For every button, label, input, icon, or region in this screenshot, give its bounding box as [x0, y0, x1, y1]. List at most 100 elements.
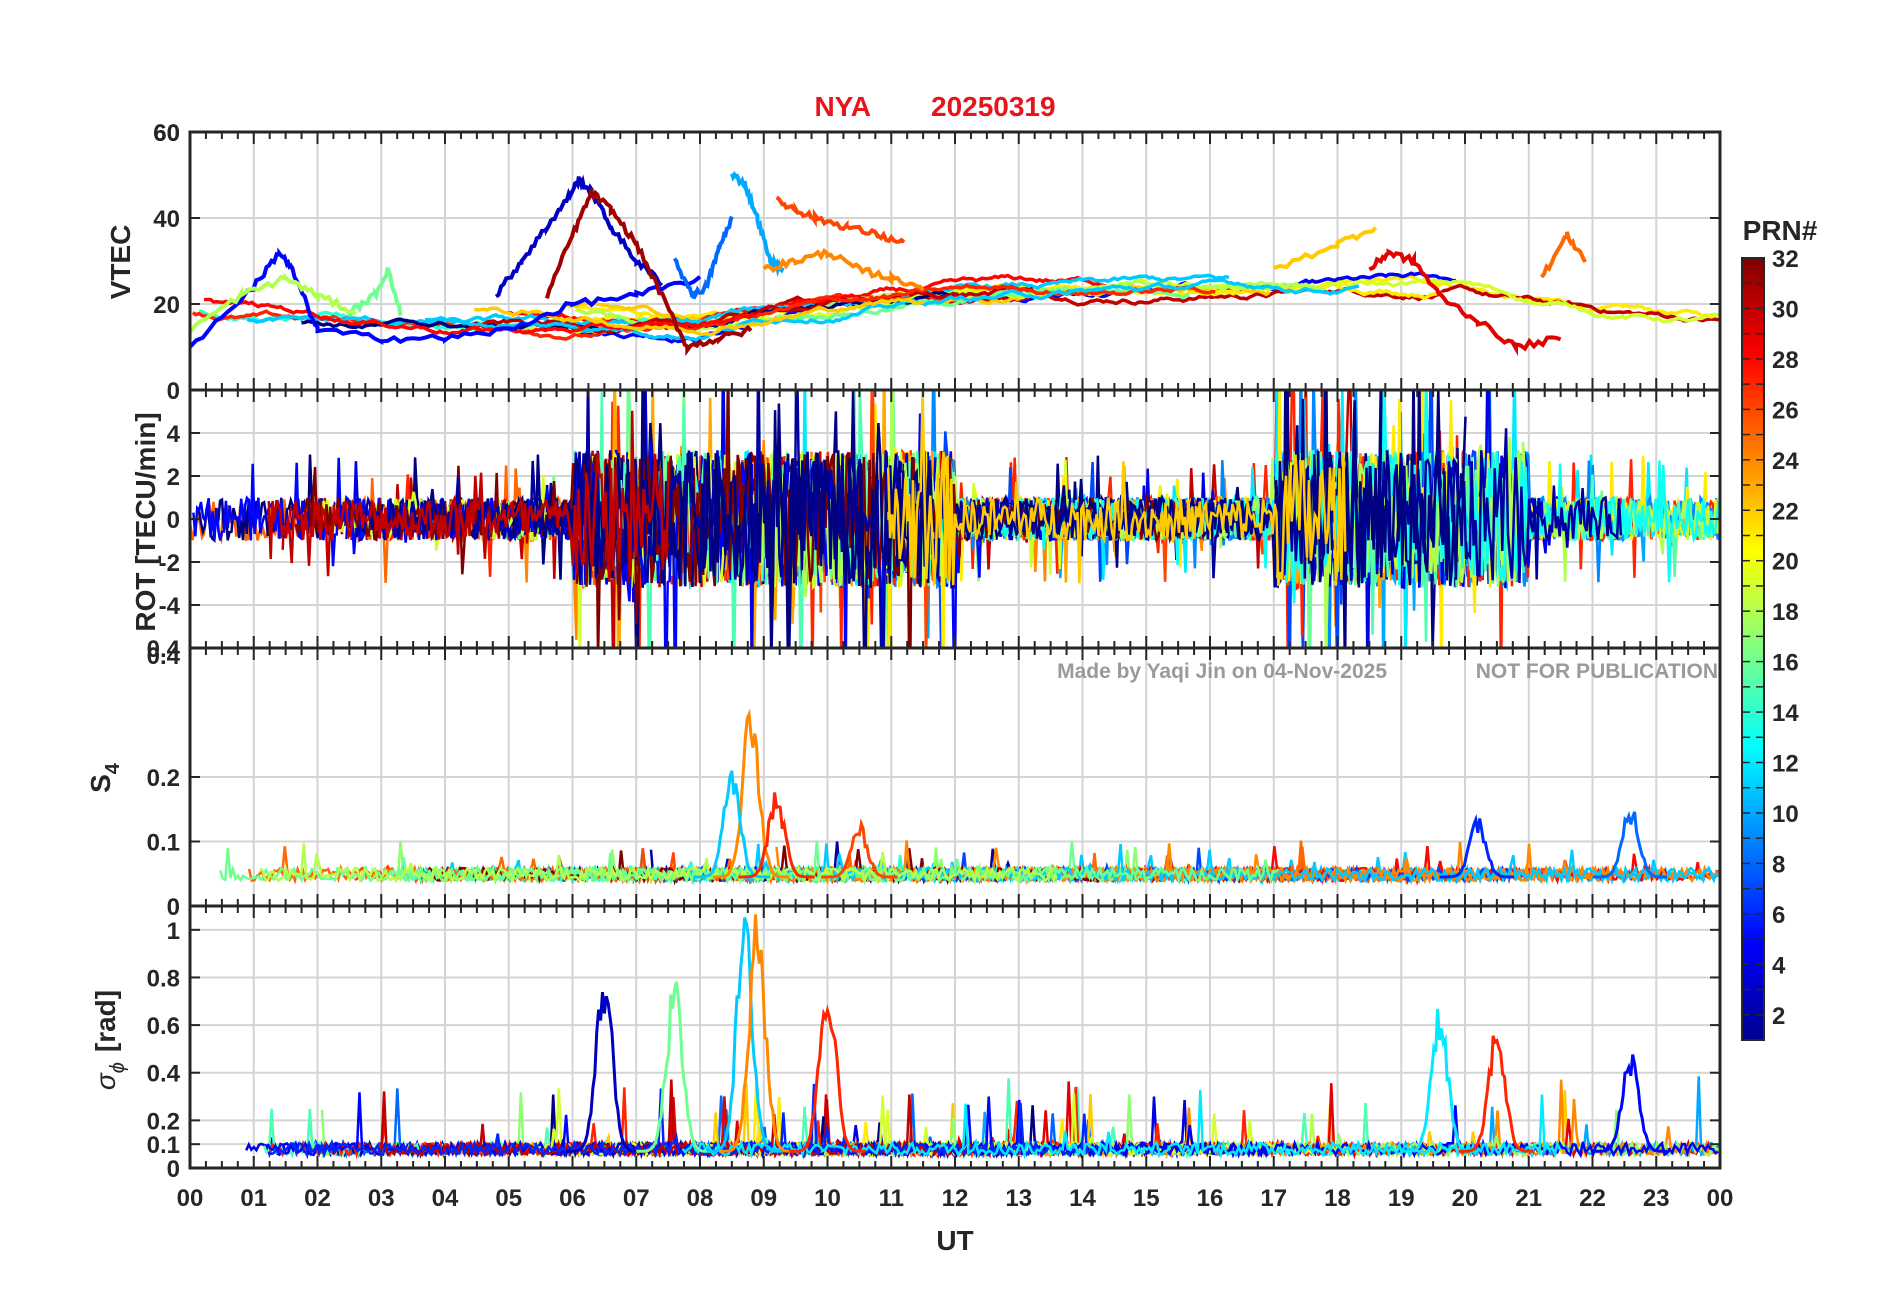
colorbar-tick-label: 4 [1772, 952, 1786, 979]
vtec-series-prn-22 [1273, 226, 1378, 270]
y-tick-label: -2 [159, 550, 180, 577]
x-tick-label: 12 [942, 1185, 969, 1212]
x-tick-label: 23 [1643, 1185, 1670, 1212]
vtec-series-prn-18 [190, 272, 358, 334]
y-tick-label: 0.1 [147, 830, 180, 857]
vtec-track-prn-28 [203, 297, 756, 336]
y-tick-label-top: 0.4 [147, 636, 181, 663]
sigphi-ylabel-unit: [rad] [90, 990, 121, 1052]
x-tick-label: 07 [623, 1185, 650, 1212]
y-tick-label-top: 60 [153, 120, 180, 147]
x-tick-labels: 00 01 02 03 04 05 06 07 08 09 10 11 12 13 14 15 16 17 18 19… [177, 1185, 1734, 1212]
panel-rot: 4 2 0 -2 -4 0 0.4 ROT [TECU/min] [130, 378, 1722, 670]
series-holder [245, 914, 1720, 1160]
x-tick-label: 06 [559, 1185, 586, 1212]
x-tick-label: 19 [1388, 1185, 1415, 1212]
y-tick-label: 0.2 [147, 1108, 180, 1135]
y-tick-label-bottom: 0 [167, 1156, 180, 1183]
x-tick-label: 02 [304, 1185, 331, 1212]
x-axis-label: UT [936, 1225, 973, 1256]
s4-series-prn-18 [259, 843, 1058, 886]
colorbar-tick-label: 14 [1772, 700, 1799, 727]
y-tick-label: -4 [159, 593, 181, 620]
sigphi-peak-prn-27 [1458, 1035, 1534, 1153]
sigphi-series-prn-6 [267, 1083, 1111, 1160]
s4-peak-prn-11 [693, 770, 771, 879]
watermark-notice: NOT FOR PUBLICATION [1476, 660, 1718, 683]
y-tick-label: 0.6 [147, 1013, 180, 1040]
rot-series-prn-22 [886, 390, 1347, 586]
s4-ylabel-sub: 4 [102, 762, 124, 774]
sigphi-series [245, 914, 1720, 1160]
colorbar-label: PRN# [1743, 215, 1818, 246]
vtec-series-prn-3 [494, 174, 664, 299]
x-tick-label: 13 [1005, 1185, 1032, 1212]
colorbar-tick-label: 26 [1772, 397, 1799, 424]
watermark-author: Made by Yaqi Jin on 04-Nov-2025 [1057, 660, 1387, 683]
chart-title-date: 20250319 [931, 91, 1056, 122]
colorbar-tick-label: 10 [1772, 801, 1799, 828]
vtec-track-prn-27 [676, 283, 1216, 333]
s4-series-prn-16 [389, 856, 1280, 885]
x-tick-label: 18 [1324, 1185, 1351, 1212]
sigphi-peak-prn-16 [636, 981, 711, 1153]
x-tick-label: 03 [368, 1185, 395, 1212]
y-tick-label: 60 [153, 120, 180, 147]
y-tick-label: 0.4 [147, 1061, 181, 1088]
vtec-series-prn-8 [672, 215, 734, 300]
s4-series [219, 708, 1720, 886]
vtec-ylabel: VTEC [105, 225, 136, 300]
x-tick-label: 16 [1197, 1185, 1224, 1212]
panel-sigphi: 10.80.60.40.20.100 σϕ[rad] [90, 894, 1722, 1183]
colorbar-tick-label: 18 [1772, 599, 1799, 626]
x-tick-label: 10 [814, 1185, 841, 1212]
y-tick-label-top: 0 [167, 378, 180, 405]
x-tick-label: 09 [750, 1185, 777, 1212]
colorbar-tick-label: 20 [1772, 549, 1799, 576]
colorbar-tick-label: 2 [1772, 1003, 1785, 1030]
colorbar-tick-label: 16 [1772, 650, 1799, 677]
vtec-series-prn-16 [347, 267, 403, 317]
sigphi-ylabel-sub: ϕ [107, 1062, 129, 1073]
x-tick-label: 15 [1133, 1185, 1160, 1212]
colorbar-tick-label: 32 [1772, 246, 1799, 273]
vtec-series-prn-5 [190, 247, 702, 349]
vtec-series-prn-26 [775, 195, 906, 244]
colorbar-tick-label: 8 [1772, 851, 1785, 878]
s4-ylabel: S4 [85, 762, 124, 793]
colorbar-tick-label: 24 [1772, 448, 1799, 475]
y-tick-label: 40 [153, 206, 180, 233]
sigphi-peak-prn-3 [566, 991, 641, 1153]
s4-ylabel-main: S [85, 774, 116, 793]
y-tick-label: 20 [153, 292, 180, 319]
x-tick-label: 17 [1260, 1185, 1287, 1212]
panel-s4: 0.1 0.2 0.4 S4 Made by Yaqi Jin on 04-Nov-… [85, 636, 1722, 908]
s4-peak-prn-8 [1592, 810, 1668, 879]
series-holder [190, 170, 1720, 357]
rot-series-prn-30 [267, 410, 670, 582]
colorbar-tick-label: 22 [1772, 498, 1799, 525]
series-holder [190, 390, 1720, 648]
colorbar-tick-label: 28 [1772, 347, 1799, 374]
rot-series [190, 390, 1720, 648]
vtec-series-prn-25 [1539, 231, 1587, 279]
x-tick-label: 21 [1515, 1185, 1542, 1212]
vtec-series-prn-31 [545, 188, 753, 357]
sigphi-peak-prn-12 [1401, 1008, 1476, 1153]
y-tick-label-top: 0 [167, 894, 180, 921]
x-tick-label: 05 [495, 1185, 522, 1212]
colorbar-gradient [1741, 257, 1765, 1041]
s4-peak-prn-27 [738, 792, 815, 879]
x-tick-label: 22 [1579, 1185, 1606, 1212]
y-tick-label: 2 [167, 464, 180, 491]
y-tick-label: 0.2 [147, 765, 180, 792]
chart-title-station: NYA [814, 91, 871, 122]
vtec-series-prn-10 [730, 170, 785, 278]
colorbar-tick-label: 30 [1772, 296, 1799, 323]
s4-peak-prn-6 [1439, 813, 1515, 879]
rot-ylabel: ROT [TECU/min] [130, 412, 161, 631]
y-tick-label: 1 [167, 918, 180, 945]
vtec-series-prn-24 [762, 247, 925, 292]
